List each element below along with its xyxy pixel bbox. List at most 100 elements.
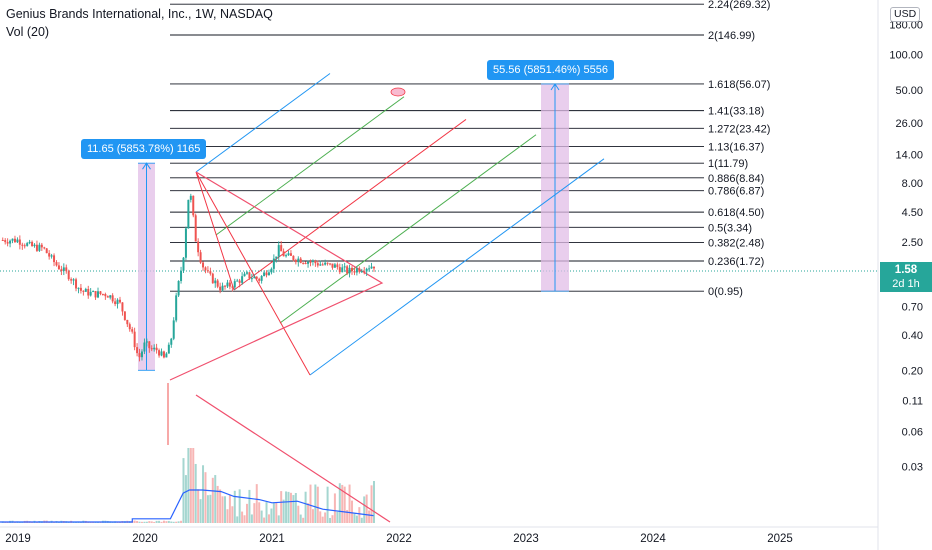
price-axis-labels[interactable]: 180.00 100.00 50.00 26.00 14.00 8.00 4.50 2.50 0… bbox=[889, 20, 923, 474]
volume-bar bbox=[263, 517, 266, 523]
fib-level-label: 0.786(6.87) bbox=[708, 186, 764, 198]
current-price-value: 1.58 bbox=[894, 264, 918, 276]
candle-body bbox=[224, 285, 227, 287]
candle-body bbox=[9, 240, 12, 244]
pitchfork-lower-outer[interactable] bbox=[309, 158, 605, 376]
volume-bar bbox=[255, 484, 258, 523]
price-triangle[interactable] bbox=[169, 171, 384, 381]
candle-body bbox=[204, 267, 207, 271]
candle-body bbox=[31, 241, 34, 247]
candle-body bbox=[53, 255, 56, 263]
candle-body bbox=[158, 350, 161, 356]
bar-countdown: 2d 1h bbox=[892, 278, 920, 290]
symbol-title[interactable]: Genius Brands International, Inc., 1W, N… bbox=[6, 7, 273, 21]
volume-bar bbox=[304, 491, 307, 523]
volume-bar bbox=[194, 463, 197, 523]
volume-bar bbox=[140, 521, 143, 523]
candle-body bbox=[370, 266, 373, 269]
candle-body bbox=[92, 291, 95, 293]
pitchfork-drawing[interactable] bbox=[195, 73, 605, 376]
volume-bar bbox=[267, 514, 270, 523]
candle-body bbox=[265, 272, 268, 276]
volume-bar bbox=[177, 521, 180, 523]
candle-body bbox=[167, 344, 170, 354]
pitchfork-lower-inner[interactable] bbox=[279, 134, 537, 324]
volume-bar bbox=[184, 475, 187, 523]
volume-bar bbox=[155, 520, 158, 523]
candle-body bbox=[299, 258, 302, 263]
measure-label-projection: 55.56 (5851.46%) 5556 bbox=[487, 60, 614, 80]
volume-bar bbox=[372, 481, 375, 523]
pitchfork-handle-lines[interactable] bbox=[195, 171, 311, 376]
candle-body bbox=[11, 238, 14, 241]
candle-body bbox=[285, 255, 288, 257]
candle-body bbox=[6, 242, 9, 244]
candle-body bbox=[289, 253, 292, 256]
volume-bar bbox=[324, 512, 327, 523]
volume-bar bbox=[289, 492, 292, 523]
candle-body bbox=[133, 331, 136, 348]
candlestick-series bbox=[1, 193, 375, 362]
candle-body bbox=[355, 268, 358, 273]
pitchfork-anchor-handle[interactable] bbox=[390, 87, 406, 97]
candle-body bbox=[145, 341, 148, 343]
price-range-measures[interactable] bbox=[138, 83, 569, 371]
fib-level-label: 1.618(56.07) bbox=[708, 79, 770, 91]
volume-bar bbox=[231, 506, 234, 523]
candle-body bbox=[40, 244, 43, 248]
currency-label[interactable]: USD bbox=[890, 7, 921, 22]
volume-trendline[interactable] bbox=[195, 394, 391, 523]
candle-body bbox=[55, 262, 58, 266]
pitchfork-median[interactable] bbox=[233, 119, 467, 291]
time-tick-label: 2021 bbox=[259, 533, 285, 545]
volume-bar bbox=[336, 511, 339, 523]
volume-bar bbox=[241, 511, 244, 523]
candle-body bbox=[219, 286, 222, 291]
candle-body bbox=[128, 324, 131, 330]
candle-body bbox=[35, 244, 38, 251]
volume-bar bbox=[226, 509, 229, 523]
candle-body bbox=[280, 245, 283, 252]
candle-body bbox=[216, 280, 219, 287]
candle-body bbox=[84, 288, 87, 292]
candle-body bbox=[97, 291, 100, 298]
candle-body bbox=[70, 279, 73, 281]
pitchfork-upper-outer[interactable] bbox=[195, 73, 331, 173]
candle-body bbox=[184, 228, 187, 258]
candle-body bbox=[255, 276, 258, 279]
chart-legend: Genius Brands International, Inc., 1W, N… bbox=[6, 5, 273, 41]
triangle-drawings[interactable] bbox=[167, 171, 391, 523]
candle-body bbox=[94, 291, 97, 298]
fib-level-label: 2(146.99) bbox=[708, 30, 755, 42]
volume-indicator-label[interactable]: Vol (20) bbox=[6, 25, 50, 39]
candle-body bbox=[272, 258, 275, 269]
price-tick-label: 2.50 bbox=[902, 237, 923, 249]
volume-bar bbox=[180, 520, 183, 523]
candle-body bbox=[182, 257, 185, 271]
fib-level-label: 1(11.79) bbox=[708, 158, 748, 170]
candle-body bbox=[248, 272, 251, 279]
candle-body bbox=[360, 271, 363, 273]
volume-bar bbox=[353, 513, 356, 523]
volume-bar bbox=[206, 495, 209, 523]
candle-body bbox=[121, 302, 124, 312]
volume-bar bbox=[331, 515, 334, 523]
candle-body bbox=[214, 280, 217, 284]
volume-bar bbox=[285, 491, 288, 523]
candle-body bbox=[329, 263, 332, 265]
candle-body bbox=[307, 261, 310, 264]
candle-body bbox=[258, 278, 261, 281]
candle-body bbox=[170, 338, 173, 345]
candle-body bbox=[118, 299, 121, 303]
volume-bar bbox=[153, 521, 156, 523]
candle-body bbox=[324, 262, 327, 265]
candle-body bbox=[199, 252, 202, 263]
volume-bar bbox=[355, 515, 358, 523]
fibonacci-retracement[interactable]: 0(0.95) 0.236(1.72) 0.382(2.48) 0.5(3.34) 0.… bbox=[170, 0, 770, 298]
pitchfork-upper-inner[interactable] bbox=[215, 96, 405, 236]
candle-body bbox=[175, 295, 178, 321]
time-axis-labels[interactable]: 2019 2020 2021 2022 2023 2024 2025 bbox=[5, 533, 793, 545]
candle-body bbox=[260, 276, 263, 281]
candle-body bbox=[62, 267, 65, 271]
